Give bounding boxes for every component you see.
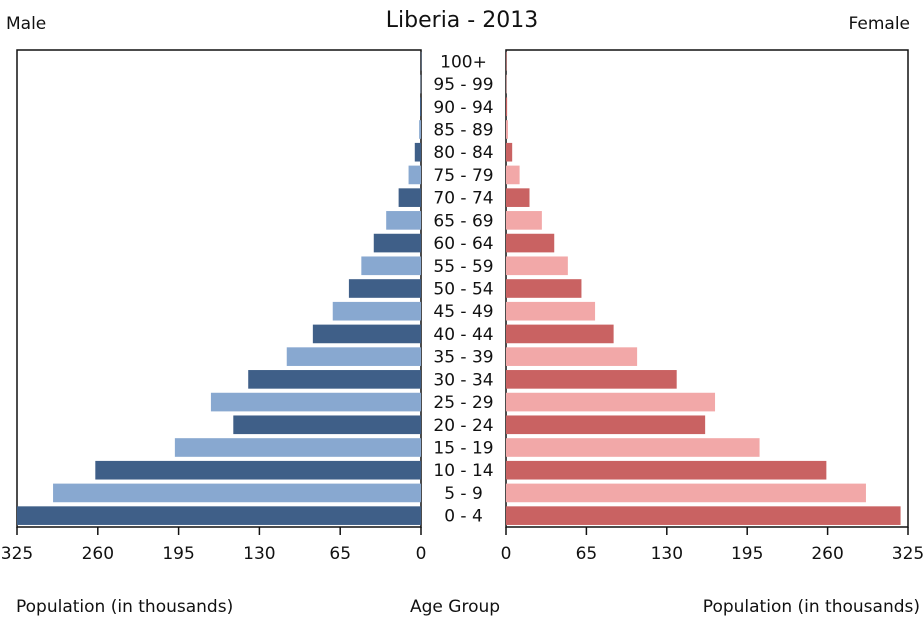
male-bar — [420, 52, 422, 71]
x-axis-label-left: Population (in thousands) — [16, 597, 234, 617]
female-bar — [506, 52, 507, 71]
age-group-tick-label: 0 - 4 — [444, 507, 483, 527]
male-bar — [286, 347, 421, 366]
female-bar — [506, 211, 542, 230]
female-bar — [506, 142, 513, 162]
female-bar — [506, 120, 508, 139]
age-group-tick-label: 100+ — [440, 52, 487, 72]
age-group-tick-label: 85 - 89 — [433, 121, 493, 141]
female-bar — [506, 301, 596, 321]
male-bar — [361, 256, 421, 276]
age-group-tick-label: 95 - 99 — [433, 75, 493, 95]
male-bar — [398, 188, 421, 207]
age-group-tick-label: 45 - 49 — [433, 302, 493, 322]
female-bar — [506, 324, 614, 344]
female-x-tick-label: 325 — [892, 544, 924, 564]
age-group-tick-label: 25 - 29 — [433, 393, 493, 413]
male-bar — [233, 415, 421, 435]
age-group-label: Age Group — [410, 597, 501, 617]
male-bar — [408, 165, 421, 185]
male-x-tick-label: 325 — [1, 544, 33, 564]
age-group-tick-label: 35 - 39 — [433, 348, 493, 368]
age-group-tick-label: 50 - 54 — [433, 280, 493, 300]
male-bar — [53, 483, 422, 503]
age-group-tick-label: 75 - 79 — [433, 166, 493, 186]
female-bar — [506, 438, 760, 457]
male-bar — [312, 324, 421, 344]
female-bar — [506, 392, 716, 412]
female-bar — [506, 370, 677, 389]
female-bar — [506, 97, 508, 117]
female-bar — [506, 483, 866, 503]
female-x-tick-label: 260 — [811, 544, 843, 564]
female-bar — [506, 415, 706, 435]
male-bar — [17, 506, 421, 525]
male-bar — [386, 211, 421, 230]
male-bar — [95, 460, 421, 480]
female-bar — [506, 256, 568, 276]
female-bar — [506, 460, 827, 480]
age-group-tick-label: 10 - 14 — [433, 461, 493, 481]
female-x-tick-label: 130 — [651, 544, 683, 564]
male-bar — [174, 438, 421, 457]
female-bar — [506, 279, 582, 298]
female-label: Female — [848, 14, 910, 34]
chart-title: Liberia - 2013 — [385, 8, 539, 33]
age-group-tick-label: 65 - 69 — [433, 211, 493, 231]
age-group-tick-label: 90 - 94 — [433, 98, 493, 118]
age-group-tick-label: 60 - 64 — [433, 234, 493, 254]
age-group-tick-label: 40 - 44 — [433, 325, 493, 345]
male-bar — [419, 120, 421, 139]
female-bar — [506, 74, 507, 94]
female-x-tick-label: 65 — [576, 544, 598, 564]
female-bar — [506, 347, 638, 366]
male-bar — [248, 370, 421, 389]
male-bar — [414, 142, 421, 162]
female-bar — [506, 188, 530, 207]
age-group-tick-label: 15 - 19 — [433, 439, 493, 459]
age-group-tick-label: 55 - 59 — [433, 257, 493, 277]
male-x-tick-label: 195 — [162, 544, 194, 564]
male-label: Male — [6, 14, 47, 34]
age-group-tick-label: 5 - 9 — [444, 484, 483, 504]
male-bar — [420, 74, 422, 94]
female-bar — [506, 165, 520, 185]
age-group-tick-label: 20 - 24 — [433, 416, 493, 436]
male-x-tick-label: 260 — [82, 544, 114, 564]
male-bar — [332, 301, 421, 321]
male-x-tick-label: 0 — [416, 544, 427, 564]
female-bar — [506, 506, 901, 525]
age-group-tick-label: 80 - 84 — [433, 143, 493, 163]
female-x-tick-label: 0 — [501, 544, 512, 564]
female-bar — [506, 233, 555, 253]
age-group-tick-label: 70 - 74 — [433, 189, 493, 209]
male-bar — [348, 279, 421, 298]
male-bar — [210, 392, 421, 412]
x-axis-label-right: Population (in thousands) — [702, 597, 920, 617]
male-x-tick-label: 65 — [329, 544, 351, 564]
age-group-tick-label: 30 - 34 — [433, 370, 493, 390]
male-x-tick-label: 130 — [243, 544, 275, 564]
female-x-tick-label: 195 — [731, 544, 763, 564]
male-bar — [373, 233, 421, 253]
male-bar — [420, 97, 421, 117]
